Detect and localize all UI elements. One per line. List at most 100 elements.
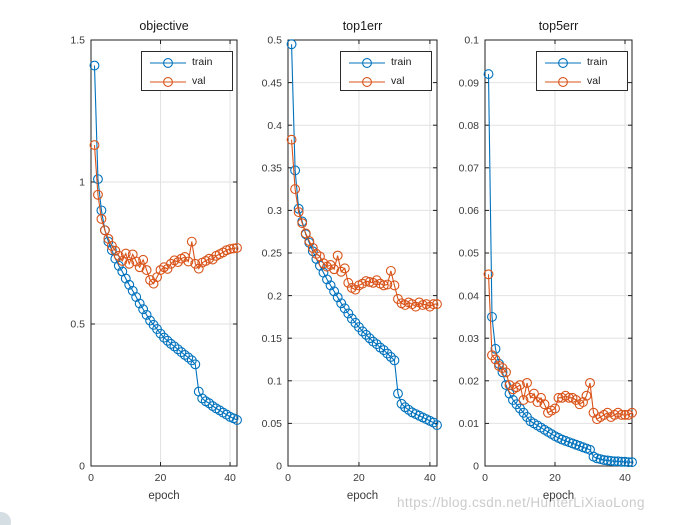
y-tick-label: 0.15 <box>262 333 283 345</box>
series-train-marker-icon <box>336 298 347 309</box>
series-val-marker-icon <box>186 236 197 247</box>
series-val-marker-icon <box>228 243 239 254</box>
subplot-objective-xlabel: epoch <box>148 490 180 502</box>
series-train-marker-icon <box>361 329 371 340</box>
series-val-marker-icon <box>407 299 418 310</box>
train-line-swatch-icon <box>545 57 581 68</box>
series-train-marker-icon <box>141 309 152 320</box>
series-val-marker-icon <box>424 301 435 312</box>
legend-row-train: train <box>348 53 431 72</box>
series-train-marker-icon <box>501 380 511 391</box>
series-train-marker-icon <box>375 342 386 353</box>
series-val-marker-icon <box>518 395 529 405</box>
series-val-marker-icon <box>318 258 329 269</box>
series-train-marker-icon <box>172 344 183 355</box>
val-line-swatch-icon <box>349 76 385 87</box>
series-val-marker-icon <box>336 266 347 277</box>
y-tick-label: 0.05 <box>262 418 283 430</box>
series-train-marker-icon <box>606 455 616 466</box>
series-train-marker-icon <box>120 273 131 284</box>
series-val-marker-icon <box>145 275 156 285</box>
series-train-marker-icon <box>332 292 343 303</box>
series-val-marker-icon <box>371 275 382 286</box>
val-marker-icon <box>362 76 372 87</box>
series-val-marker-icon <box>113 250 124 261</box>
legend-row-train: train <box>544 53 627 72</box>
legend-row-val: val <box>348 72 431 91</box>
train-line-swatch-icon <box>349 57 385 68</box>
series-val-marker-icon <box>550 403 560 414</box>
series-val-marker-icon <box>539 399 550 410</box>
legend-label-train: train <box>587 56 608 69</box>
series-val-marker-icon <box>382 279 393 290</box>
series-train-marker-icon <box>613 456 623 467</box>
legend-label-val: val <box>391 75 405 88</box>
series-val-marker-icon <box>183 256 194 267</box>
series-val-marker-icon <box>364 277 375 287</box>
subplot-objective-legend: train val <box>141 51 233 91</box>
x-tick-label: 20 <box>155 472 167 484</box>
series-val-marker-icon <box>307 242 318 253</box>
series-val-marker-icon <box>293 207 304 218</box>
series-train-marker-icon <box>396 398 407 409</box>
series-val-marker-icon <box>290 184 301 195</box>
series-train-marker-icon <box>609 456 620 467</box>
series-val-marker-icon <box>332 250 343 261</box>
y-tick-label: 0 <box>276 461 282 473</box>
y-tick-label: 0 <box>79 461 85 473</box>
series-train-marker-icon <box>232 415 242 425</box>
subplot-top5err-xlabel: epoch <box>542 490 575 502</box>
series-val-marker-icon <box>225 244 236 254</box>
series-train-marker-icon <box>432 420 442 431</box>
series-val-marker-icon <box>483 269 494 280</box>
x-tick-label: 20 <box>549 472 561 484</box>
train-marker-icon <box>558 57 568 68</box>
series-val-marker-icon <box>432 299 442 310</box>
y-tick-label: 0.35 <box>262 162 283 174</box>
series-train-marker-icon <box>166 338 176 349</box>
legend-row-val: val <box>544 72 627 91</box>
series-train-line <box>487 74 632 463</box>
y-tick-label: 0.45 <box>262 77 283 89</box>
series-val-marker-icon <box>581 390 592 401</box>
series-train-marker-icon <box>329 286 340 297</box>
series-val-marker-icon <box>421 299 432 310</box>
legend-row-val: val <box>149 72 232 91</box>
series-train-marker-icon <box>343 308 354 319</box>
series-val-marker-icon <box>522 377 532 388</box>
series-train-marker-icon <box>602 455 613 466</box>
series-val-marker-icon <box>166 258 176 269</box>
series-train-marker-icon <box>162 335 173 346</box>
series-train-marker-icon <box>322 274 332 285</box>
series-val-marker-icon <box>378 280 389 291</box>
y-tick-label: 0.05 <box>459 248 480 260</box>
series-train-marker-icon <box>190 359 201 370</box>
legend-label-val: val <box>192 75 206 88</box>
series-val-marker-icon <box>297 218 308 229</box>
series-train-marker-icon <box>204 398 215 409</box>
series-val-marker-icon <box>428 299 439 310</box>
series-val <box>286 134 442 312</box>
y-tick-label: 0.07 <box>459 162 480 174</box>
x-tick-label: 0 <box>285 472 291 484</box>
series-val-marker-icon <box>193 263 204 274</box>
corner-logo-fragment <box>0 512 11 525</box>
series-train-marker-icon <box>138 304 149 315</box>
series-train-marker-icon <box>595 454 606 465</box>
subplot-top5err-legend: train val <box>536 51 628 91</box>
series-train-marker-icon <box>400 402 411 413</box>
series-val-marker-icon <box>368 277 379 288</box>
series-val-marker-icon <box>585 377 595 388</box>
series-train <box>483 69 637 468</box>
series-val-line <box>291 139 437 308</box>
series-val-marker-icon <box>89 140 100 151</box>
y-tick-label: 0.5 <box>267 35 282 47</box>
series-train-marker-icon <box>339 303 350 314</box>
series-val-marker-icon <box>339 263 350 274</box>
series-train-marker-icon <box>325 280 336 291</box>
series-train-marker-icon <box>357 326 368 337</box>
series-train-marker-icon <box>124 279 135 290</box>
y-tick-label: 0.1 <box>267 375 282 387</box>
series-val-marker-icon <box>343 277 354 288</box>
val-line-swatch-icon <box>545 76 581 87</box>
